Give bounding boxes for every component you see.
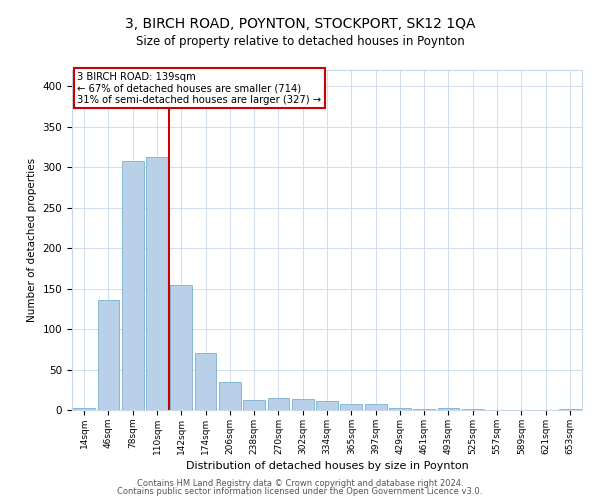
X-axis label: Distribution of detached houses by size in Poynton: Distribution of detached houses by size … <box>185 461 469 471</box>
Bar <box>437 408 460 410</box>
Bar <box>413 409 435 410</box>
Y-axis label: Number of detached properties: Number of detached properties <box>27 158 37 322</box>
Bar <box>389 408 411 410</box>
Bar <box>292 398 314 410</box>
Bar <box>316 401 338 410</box>
Text: 3, BIRCH ROAD, POYNTON, STOCKPORT, SK12 1QA: 3, BIRCH ROAD, POYNTON, STOCKPORT, SK12 … <box>125 18 475 32</box>
Bar <box>122 162 143 410</box>
Text: Contains public sector information licensed under the Open Government Licence v3: Contains public sector information licen… <box>118 487 482 496</box>
Text: 3 BIRCH ROAD: 139sqm
← 67% of detached houses are smaller (714)
31% of semi-deta: 3 BIRCH ROAD: 139sqm ← 67% of detached h… <box>77 72 321 105</box>
Text: Size of property relative to detached houses in Poynton: Size of property relative to detached ho… <box>136 35 464 48</box>
Bar <box>97 300 119 410</box>
Bar <box>194 352 217 410</box>
Bar <box>170 286 192 410</box>
Bar <box>559 409 581 410</box>
Bar <box>462 409 484 410</box>
Text: Contains HM Land Registry data © Crown copyright and database right 2024.: Contains HM Land Registry data © Crown c… <box>137 478 463 488</box>
Bar <box>219 382 241 410</box>
Bar <box>243 400 265 410</box>
Bar <box>268 398 289 410</box>
Bar <box>365 404 386 410</box>
Bar <box>146 158 168 410</box>
Bar <box>340 404 362 410</box>
Bar <box>73 408 95 410</box>
